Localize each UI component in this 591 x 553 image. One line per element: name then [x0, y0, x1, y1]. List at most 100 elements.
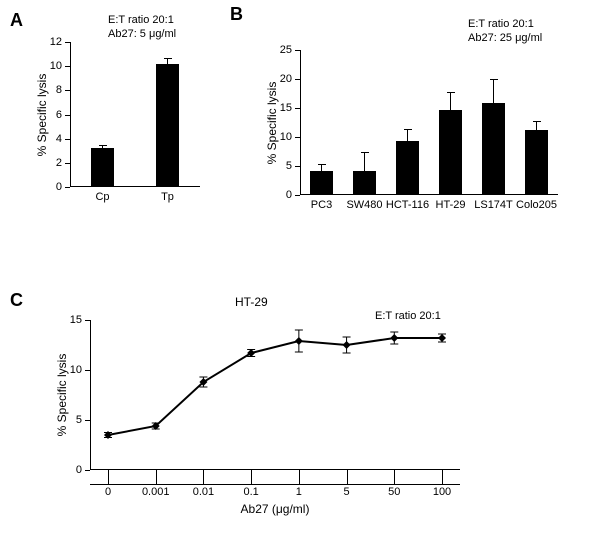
- errorbar-cap: [318, 164, 326, 165]
- ytick-label: 25: [280, 44, 292, 56]
- errorbar-cap: [361, 152, 369, 153]
- xtick-label: 0.01: [193, 486, 214, 498]
- bar: [396, 141, 420, 195]
- panel-c-xlabel: Ab27 (μg/ml): [241, 502, 310, 516]
- errorbar: [493, 79, 494, 103]
- ytick: [65, 42, 70, 43]
- bar: [353, 171, 377, 195]
- xtick-label: 100: [433, 486, 451, 498]
- ytick-label: 0: [286, 189, 292, 201]
- xtick: [156, 470, 157, 484]
- ytick-label: 8: [56, 84, 62, 96]
- errorbar: [536, 121, 537, 130]
- panel-b-label: B: [230, 4, 243, 25]
- errorbar-cap: [99, 145, 107, 146]
- panel-b-chart: % Specific lysis 0510152025PC3SW480HCT-1…: [300, 50, 558, 195]
- figure: A % Specific lysis 024681012CpTp E:T rat…: [0, 0, 591, 553]
- ytick: [295, 166, 300, 167]
- xtick-label: HCT-116: [386, 199, 429, 211]
- xtick: [394, 470, 395, 484]
- ytick-label: 12: [50, 36, 62, 48]
- xtick-label: LS174T: [474, 199, 513, 211]
- ytick: [85, 320, 90, 321]
- marker-diamond: [295, 337, 303, 345]
- errorbar: [321, 164, 322, 172]
- ytick-label: 6: [56, 109, 62, 121]
- panel-c-chart: % Specific lysis 05101500.0010.010.11550…: [90, 320, 460, 470]
- xtick-label: Tp: [161, 191, 174, 203]
- errorbar-cap: [490, 79, 498, 80]
- bar: [439, 110, 463, 195]
- marker-diamond: [343, 341, 351, 349]
- panel-b-ylabel: % Specific lysis: [265, 81, 279, 164]
- ytick: [295, 137, 300, 138]
- bar: [482, 103, 506, 195]
- bar: [91, 148, 114, 187]
- bar: [310, 171, 334, 195]
- panel-a-note2: Ab27: 5 μg/ml: [108, 28, 176, 40]
- ytick: [65, 90, 70, 91]
- ytick: [295, 195, 300, 196]
- errorbar-cap: [447, 92, 455, 93]
- xtick: [203, 470, 204, 484]
- panel-b-note1: E:T ratio 20:1: [468, 18, 534, 30]
- ytick: [65, 187, 70, 188]
- ytick-label: 15: [280, 102, 292, 114]
- xtick-label: Colo205: [516, 199, 557, 211]
- panel-a-ylabel: % Specific lysis: [35, 73, 49, 156]
- ytick: [65, 139, 70, 140]
- xtick: [299, 470, 300, 484]
- xtick-label: PC3: [311, 199, 332, 211]
- panel-a-label: A: [10, 10, 23, 31]
- panel-c-line: [90, 320, 460, 470]
- xtick-label: 1: [296, 486, 302, 498]
- marker-diamond: [390, 334, 398, 342]
- ytick-label: 5: [76, 414, 82, 426]
- ytick: [65, 115, 70, 116]
- panel-a-note1: E:T ratio 20:1: [108, 14, 174, 26]
- ytick-label: 0: [56, 181, 62, 193]
- ytick-label: 2: [56, 157, 62, 169]
- ytick: [65, 163, 70, 164]
- xtick-label: Cp: [95, 191, 109, 203]
- ytick: [85, 370, 90, 371]
- ytick-label: 0: [76, 464, 82, 476]
- panel-c-label: C: [10, 290, 23, 311]
- xtick-label: SW480: [346, 199, 382, 211]
- panel-c-title: HT-29: [235, 295, 268, 309]
- ytick-label: 10: [70, 364, 82, 376]
- ytick-label: 4: [56, 133, 62, 145]
- line-path: [108, 338, 442, 435]
- xtick: [108, 470, 109, 484]
- ytick: [65, 66, 70, 67]
- xtick-label: 5: [344, 486, 350, 498]
- panel-a-chart: % Specific lysis 024681012CpTp: [70, 42, 200, 187]
- marker-diamond: [438, 334, 446, 342]
- panel-b-plot: [300, 50, 558, 195]
- xtick: [251, 470, 252, 484]
- bar: [156, 64, 179, 187]
- panel-a-plot: [70, 42, 200, 187]
- xtick-label: 50: [388, 486, 400, 498]
- ytick: [85, 420, 90, 421]
- xtick: [347, 470, 348, 484]
- errorbar-cap: [533, 121, 541, 122]
- ytick-label: 5: [286, 160, 292, 172]
- errorbar-cap: [164, 58, 172, 59]
- xtick-label: 0: [105, 486, 111, 498]
- errorbar: [450, 92, 451, 109]
- x-axis-secondary-line: [90, 484, 460, 485]
- panel-c-ylabel: % Specific lysis: [55, 354, 69, 437]
- ytick-label: 10: [50, 60, 62, 72]
- ytick-label: 20: [280, 73, 292, 85]
- ytick: [295, 50, 300, 51]
- errorbar: [364, 152, 365, 171]
- xtick-label: 0.001: [142, 486, 170, 498]
- xtick-label: 0.1: [243, 486, 258, 498]
- ytick: [295, 79, 300, 80]
- xtick: [442, 470, 443, 484]
- errorbar-cap: [404, 129, 412, 130]
- ytick: [295, 108, 300, 109]
- errorbar: [407, 129, 408, 141]
- ytick: [85, 470, 90, 471]
